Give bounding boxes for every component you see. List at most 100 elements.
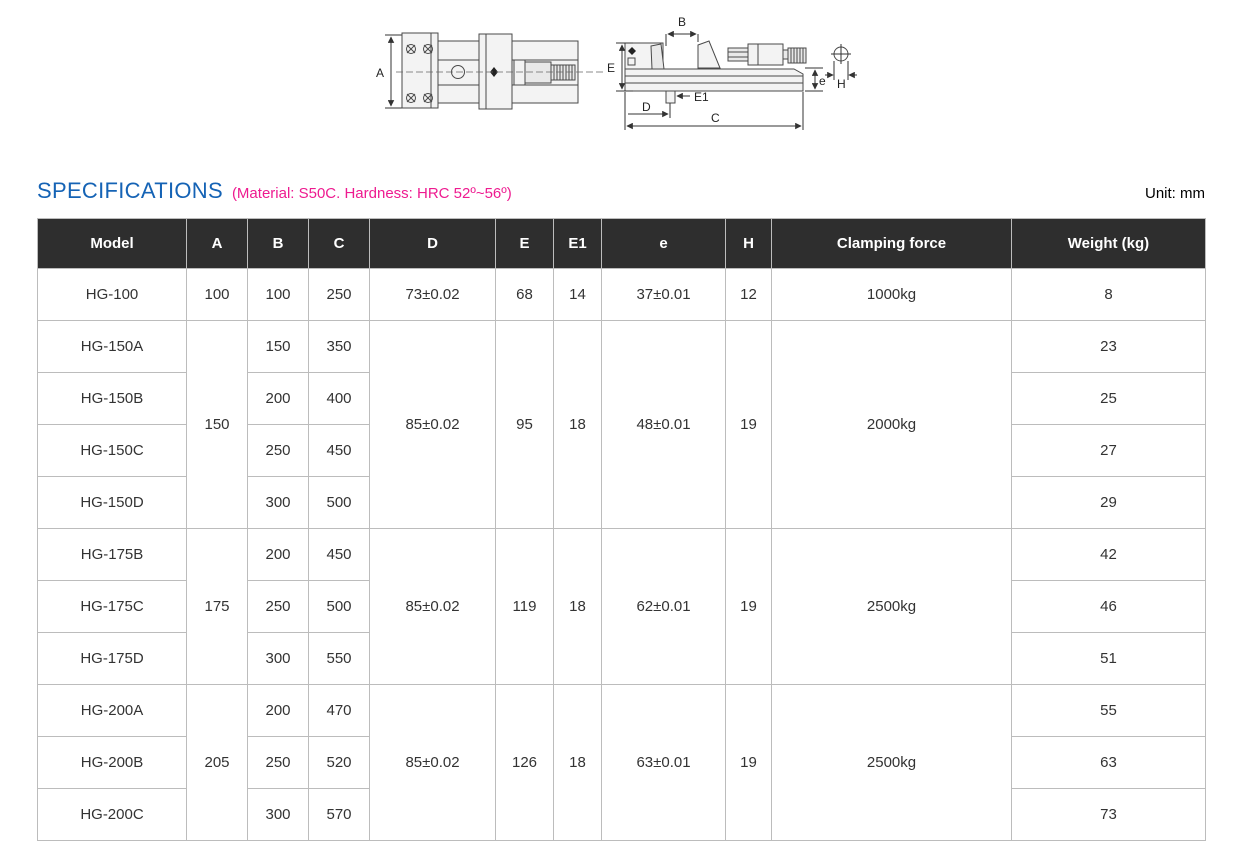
header-weight: Weight (kg) (1011, 218, 1206, 269)
value-cell: 55 (1011, 684, 1206, 737)
dim-label-a: A (376, 66, 384, 80)
dimension-e1: E1 (676, 90, 709, 104)
dimension-e-cap: E (607, 42, 633, 92)
value-cell: 85±0.02 (369, 320, 496, 529)
value-cell: 119 (495, 528, 554, 685)
value-cell: 51 (1011, 632, 1206, 685)
value-cell: 18 (553, 320, 602, 529)
value-cell: 450 (308, 528, 370, 581)
value-cell: 150 (247, 320, 309, 373)
value-cell: 23 (1011, 320, 1206, 373)
value-cell: 205 (186, 684, 248, 841)
table-row: HG-150B 200 400 25 (37, 372, 1206, 425)
model-cell: HG-175B (37, 528, 187, 581)
value-cell: 100 (186, 268, 248, 321)
value-cell: 12 (725, 268, 772, 321)
header-c: C (308, 218, 370, 269)
dim-label-h: H (837, 77, 846, 91)
bolt-hole-icon (423, 93, 433, 103)
model-cell: HG-200A (37, 684, 187, 737)
page-title: SPECIFICATIONS (37, 178, 223, 203)
value-cell: 73 (1011, 788, 1206, 841)
value-cell: 27 (1011, 424, 1206, 477)
model-cell: HG-200C (37, 788, 187, 841)
value-cell: 2500kg (771, 684, 1012, 841)
value-cell: 200 (247, 684, 309, 737)
header-h: H (725, 218, 772, 269)
bolt-hole-icon (406, 44, 416, 54)
value-cell: 300 (247, 476, 309, 529)
value-cell: 48±0.01 (601, 320, 726, 529)
value-cell: 500 (308, 476, 370, 529)
header-e-cap: E (495, 218, 554, 269)
value-cell: 300 (247, 632, 309, 685)
dimension-b: B (665, 15, 699, 46)
value-cell: 250 (247, 424, 309, 477)
specifications-table: Model A B C D E E1 e H Clamping force We… (37, 218, 1206, 841)
value-cell: 200 (247, 372, 309, 425)
value-cell: 400 (308, 372, 370, 425)
value-cell: 19 (725, 684, 772, 841)
value-cell: 2500kg (771, 528, 1012, 685)
value-cell: 250 (247, 580, 309, 633)
value-cell: 95 (495, 320, 554, 529)
value-cell: 85±0.02 (369, 528, 496, 685)
threaded-knob-icon (787, 47, 807, 64)
key-slot (665, 90, 676, 104)
table-row: HG-100 100 100 250 73±0.02 68 14 37±0.01… (37, 268, 1206, 321)
value-cell: 100 (247, 268, 309, 321)
movable-jaw-block (478, 33, 513, 110)
value-cell: 63 (1011, 736, 1206, 789)
dim-label-e-cap: E (607, 61, 615, 75)
value-cell: 18 (553, 528, 602, 685)
value-cell: 25 (1011, 372, 1206, 425)
dimension-a: A (376, 34, 405, 109)
dim-label-e-small: e (819, 74, 826, 88)
title-band: SPECIFICATIONS (Material: S50C. Hardness… (37, 178, 1205, 204)
value-cell: 200 (247, 528, 309, 581)
movable-jaw (697, 40, 721, 69)
value-cell: 2000kg (771, 320, 1012, 529)
model-cell: HG-175C (37, 580, 187, 633)
table-row: HG-150A 150 150 350 85±0.02 95 18 48±0.0… (37, 320, 1206, 529)
value-cell: 450 (308, 424, 370, 477)
threaded-knob-icon (550, 64, 576, 81)
value-cell: 73±0.02 (369, 268, 496, 321)
value-cell: 62±0.01 (601, 528, 726, 685)
bolt-hole-icon (423, 44, 433, 54)
center-point-icon (490, 67, 498, 77)
value-cell: 68 (495, 268, 554, 321)
unit-label: Unit: mm (1145, 185, 1205, 202)
value-cell: 29 (1011, 476, 1206, 529)
model-cell: HG-175D (37, 632, 187, 685)
dimension-d: D (624, 92, 671, 130)
header-a: A (186, 218, 248, 269)
table-row: HG-200C 300 570 73 (37, 788, 1206, 841)
value-cell: 14 (553, 268, 602, 321)
model-cell: HG-150D (37, 476, 187, 529)
bolt-hole-icon (406, 93, 416, 103)
value-cell: 37±0.01 (601, 268, 726, 321)
table-header-row: Model A B C D E E1 e H Clamping force We… (37, 218, 1206, 269)
value-cell: 175 (186, 528, 248, 685)
value-cell: 300 (247, 788, 309, 841)
fixed-jaw-plate (401, 32, 439, 109)
value-cell: 470 (308, 684, 370, 737)
model-cell: HG-150A (37, 320, 187, 373)
model-cell: HG-150B (37, 372, 187, 425)
value-cell: 19 (725, 528, 772, 685)
value-cell: 8 (1011, 268, 1206, 321)
table-row: HG-200B 250 520 63 (37, 736, 1206, 789)
value-cell: 63±0.01 (601, 684, 726, 841)
header-e-small: e (601, 218, 726, 269)
value-cell: 46 (1011, 580, 1206, 633)
value-cell: 126 (495, 684, 554, 841)
dim-label-c: C (711, 111, 720, 125)
dim-label-e1: E1 (694, 90, 709, 104)
center-point-icon (628, 47, 636, 55)
dim-label-d: D (642, 100, 651, 114)
value-cell: 42 (1011, 528, 1206, 581)
value-cell: 1000kg (771, 268, 1012, 321)
handle-end-view: H (825, 44, 857, 91)
header-clamping-force: Clamping force (771, 218, 1012, 269)
